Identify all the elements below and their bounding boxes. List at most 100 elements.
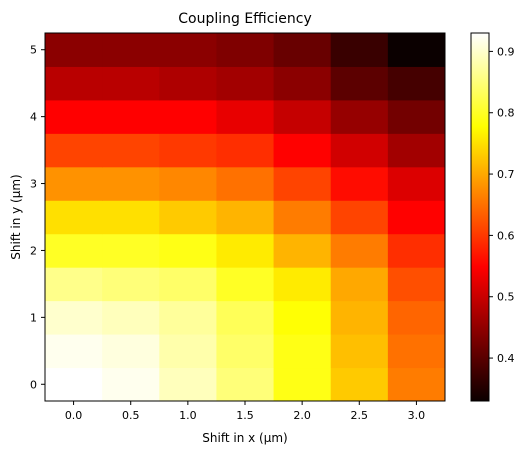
heatmap-cell [45, 66, 103, 101]
heatmap-cell [216, 367, 275, 402]
heatmap-cell [387, 66, 446, 101]
y-axis-ticks: 0 1 2 3 4 5 [30, 44, 45, 391]
colorbar-tick-label: 0.6 [497, 229, 515, 242]
y-tick-label: 4 [30, 111, 37, 124]
heatmap-cell [387, 33, 446, 67]
heatmap-cell [273, 33, 332, 67]
heatmap-cell [273, 166, 332, 201]
heatmap-cell [216, 166, 275, 201]
heatmap-cell [102, 166, 160, 201]
heatmap-cell [387, 166, 446, 201]
heatmap-cell [330, 99, 389, 134]
x-tick-label: 1.0 [179, 409, 197, 422]
x-tick-label: 3.0 [408, 409, 426, 422]
chart-title: Coupling Efficiency [178, 11, 312, 27]
heatmap-cell [273, 367, 332, 402]
y-tick-label: 2 [30, 244, 37, 257]
y-tick-label: 5 [30, 44, 37, 57]
colorbar-tick-label: 0.5 [497, 291, 515, 304]
heatmap-cell [159, 33, 217, 67]
heatmap-cell [273, 133, 332, 168]
heatmap-cell [330, 33, 389, 67]
colorbar-tick-label: 0.7 [497, 168, 515, 181]
colorbar-tick-label: 0.9 [497, 45, 515, 58]
heatmap-cells [45, 33, 446, 402]
colorbar [470, 32, 490, 402]
x-tick-label: 0.0 [65, 409, 83, 422]
heatmap-cell [387, 334, 446, 369]
y-tick-label: 3 [30, 178, 37, 191]
heatmap-cell [330, 166, 389, 201]
heatmap-cell [159, 200, 217, 235]
heatmap-cell [273, 334, 332, 369]
heatmap-cell [273, 66, 332, 101]
heatmap-cell [273, 200, 332, 235]
heatmap-cell [216, 66, 275, 101]
heatmap-cell [216, 133, 275, 168]
heatmap-cell [102, 300, 160, 335]
heatmap-cell [159, 367, 217, 402]
heatmap-cell [330, 200, 389, 235]
heatmap-cell [216, 33, 275, 67]
heatmap-cell [216, 300, 275, 335]
heatmap-cell [45, 33, 103, 67]
heatmap-cell [273, 99, 332, 134]
heatmap-cell [102, 367, 160, 402]
heatmap-cell [159, 99, 217, 134]
heatmap-cell [159, 334, 217, 369]
y-tick-label: 0 [30, 378, 37, 391]
heatmap-cell [45, 99, 103, 134]
heatmap-cell [387, 367, 446, 402]
heatmap-cell [216, 200, 275, 235]
heatmap-cell [102, 99, 160, 134]
heatmap-cell [45, 200, 103, 235]
heatmap-cell [102, 133, 160, 168]
heatmap-cell [330, 66, 389, 101]
colorbar-ticks: 0.4 0.5 0.6 0.7 0.8 0.9 [489, 45, 515, 365]
heatmap-cell [273, 267, 332, 302]
heatmap-cell [102, 267, 160, 302]
x-axis-ticks: 0.0 0.5 1.0 1.5 2.0 2.5 3.0 [65, 401, 425, 422]
x-tick-label: 2.0 [293, 409, 311, 422]
heatmap-cell [216, 334, 275, 369]
heatmap-cell [330, 367, 389, 402]
heatmap-cell [159, 66, 217, 101]
heatmap-cell [102, 334, 160, 369]
heatmap-cell [45, 367, 103, 402]
heatmap-cell [45, 300, 103, 335]
heatmap-cell [45, 334, 103, 369]
heatmap-cell [387, 233, 446, 268]
y-tick-label: 1 [30, 311, 37, 324]
heatmap-cell [330, 233, 389, 268]
heatmap-cell [102, 66, 160, 101]
heatmap-cell [102, 33, 160, 67]
heatmap-cell [102, 233, 160, 268]
heatmap-cell [45, 133, 103, 168]
heatmap-cell [159, 133, 217, 168]
heatmap-cell [45, 233, 103, 268]
heatmap-cell [387, 300, 446, 335]
heatmap-cell [387, 200, 446, 235]
heatmap-cell [387, 267, 446, 302]
heatmap-cell [330, 133, 389, 168]
heatmap-cell [159, 300, 217, 335]
heatmap-cell [330, 334, 389, 369]
heatmap-cell [273, 233, 332, 268]
x-tick-label: 0.5 [122, 409, 140, 422]
heatmap-cell [159, 233, 217, 268]
heatmap-cell [159, 267, 217, 302]
y-axis-label: Shift in y (µm) [9, 174, 23, 259]
heatmap-cell [216, 233, 275, 268]
x-axis-label: Shift in x (µm) [202, 431, 287, 445]
heatmap-cell [216, 267, 275, 302]
x-tick-label: 2.5 [351, 409, 369, 422]
heatmap-cell [45, 267, 103, 302]
colorbar-tick-label: 0.4 [497, 352, 515, 365]
heatmap-cell [330, 300, 389, 335]
heatmap-cell [159, 166, 217, 201]
heatmap-cell [387, 133, 446, 168]
heatmap-cell [387, 99, 446, 134]
heatmap-cell [330, 267, 389, 302]
heatmap-cell [273, 300, 332, 335]
